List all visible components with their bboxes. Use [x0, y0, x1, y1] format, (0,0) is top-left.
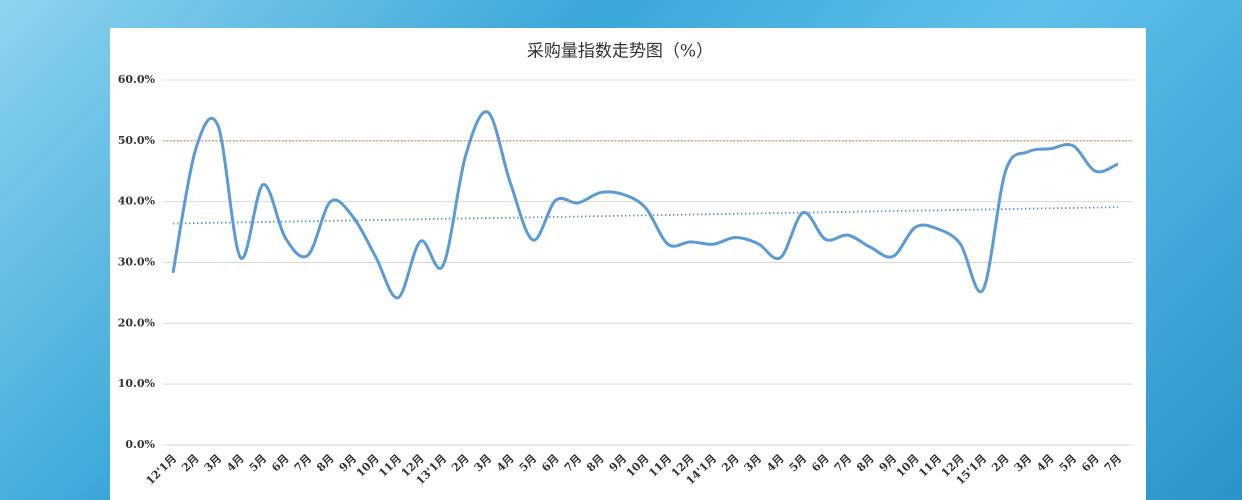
- y-tick-label: 10.0%: [118, 377, 156, 390]
- data-line: [171, 110, 1119, 300]
- y-tick-label: 30.0%: [118, 256, 156, 269]
- y-tick-label: 50.0%: [118, 134, 156, 147]
- y-tick-label: 40.0%: [118, 195, 156, 208]
- chart-panel: [110, 28, 1146, 500]
- y-tick-label: 0.0%: [125, 438, 155, 451]
- y-tick-label: 20.0%: [118, 316, 156, 329]
- y-tick-label: 60.0%: [118, 73, 156, 86]
- trendline: [172, 206, 1119, 225]
- chart-title: 采购量指数走势图（%）: [527, 42, 713, 62]
